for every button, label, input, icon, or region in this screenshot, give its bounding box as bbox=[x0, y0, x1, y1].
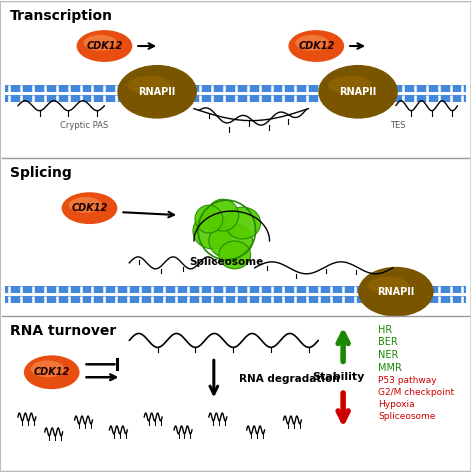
Text: Splicing: Splicing bbox=[10, 166, 72, 180]
Text: P53 pathway: P53 pathway bbox=[378, 376, 437, 385]
Bar bbox=[5, 85, 466, 92]
Text: Transcription: Transcription bbox=[10, 9, 113, 23]
Ellipse shape bbox=[77, 30, 132, 62]
Text: RNAPII: RNAPII bbox=[339, 87, 377, 97]
Text: Hypoxia: Hypoxia bbox=[378, 400, 415, 409]
Ellipse shape bbox=[62, 192, 118, 224]
Ellipse shape bbox=[195, 205, 223, 233]
Ellipse shape bbox=[295, 35, 329, 51]
Text: CDK12: CDK12 bbox=[86, 41, 123, 51]
Text: BER: BER bbox=[378, 337, 398, 348]
Bar bbox=[5, 296, 466, 303]
Text: CDK12: CDK12 bbox=[72, 203, 108, 213]
Text: RNA turnover: RNA turnover bbox=[10, 324, 116, 338]
Bar bbox=[5, 286, 466, 293]
Text: HR: HR bbox=[378, 324, 392, 334]
Ellipse shape bbox=[69, 197, 102, 213]
Text: G2/M checkpoint: G2/M checkpoint bbox=[378, 388, 454, 397]
Text: Spliceosome: Spliceosome bbox=[190, 257, 264, 267]
Ellipse shape bbox=[358, 267, 434, 316]
Text: CDK12: CDK12 bbox=[298, 41, 335, 51]
Ellipse shape bbox=[209, 223, 253, 259]
Ellipse shape bbox=[83, 35, 117, 51]
Text: RNA degradation: RNA degradation bbox=[239, 374, 339, 384]
Ellipse shape bbox=[128, 76, 171, 95]
Text: Spliceosome: Spliceosome bbox=[378, 412, 435, 421]
Ellipse shape bbox=[328, 76, 372, 95]
Ellipse shape bbox=[207, 199, 239, 231]
Text: Stability: Stability bbox=[312, 372, 365, 382]
Text: RNAPII: RNAPII bbox=[377, 287, 414, 297]
Ellipse shape bbox=[118, 65, 197, 119]
Text: NER: NER bbox=[378, 350, 398, 360]
Ellipse shape bbox=[24, 355, 80, 389]
Text: RNAPII: RNAPII bbox=[138, 87, 176, 97]
Text: TES: TES bbox=[390, 121, 406, 130]
Text: MMR: MMR bbox=[378, 363, 402, 373]
Ellipse shape bbox=[289, 30, 344, 62]
Ellipse shape bbox=[318, 65, 398, 119]
Text: Cryptic PAS: Cryptic PAS bbox=[60, 121, 109, 130]
Ellipse shape bbox=[219, 241, 251, 269]
Ellipse shape bbox=[367, 277, 409, 294]
Text: CDK12: CDK12 bbox=[34, 367, 70, 377]
Bar bbox=[5, 95, 466, 102]
Ellipse shape bbox=[193, 213, 233, 249]
Ellipse shape bbox=[31, 360, 64, 377]
Ellipse shape bbox=[225, 207, 261, 239]
